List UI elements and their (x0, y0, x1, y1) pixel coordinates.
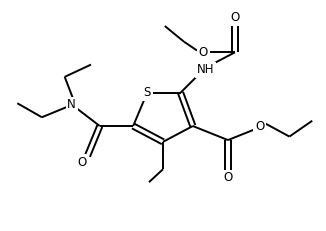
Text: N: N (67, 98, 76, 112)
Text: O: O (78, 156, 87, 169)
Text: O: O (199, 46, 208, 59)
Text: O: O (223, 171, 232, 185)
Text: O: O (230, 11, 240, 24)
Text: O: O (255, 119, 264, 133)
Text: S: S (143, 86, 151, 99)
Text: NH: NH (196, 63, 214, 76)
